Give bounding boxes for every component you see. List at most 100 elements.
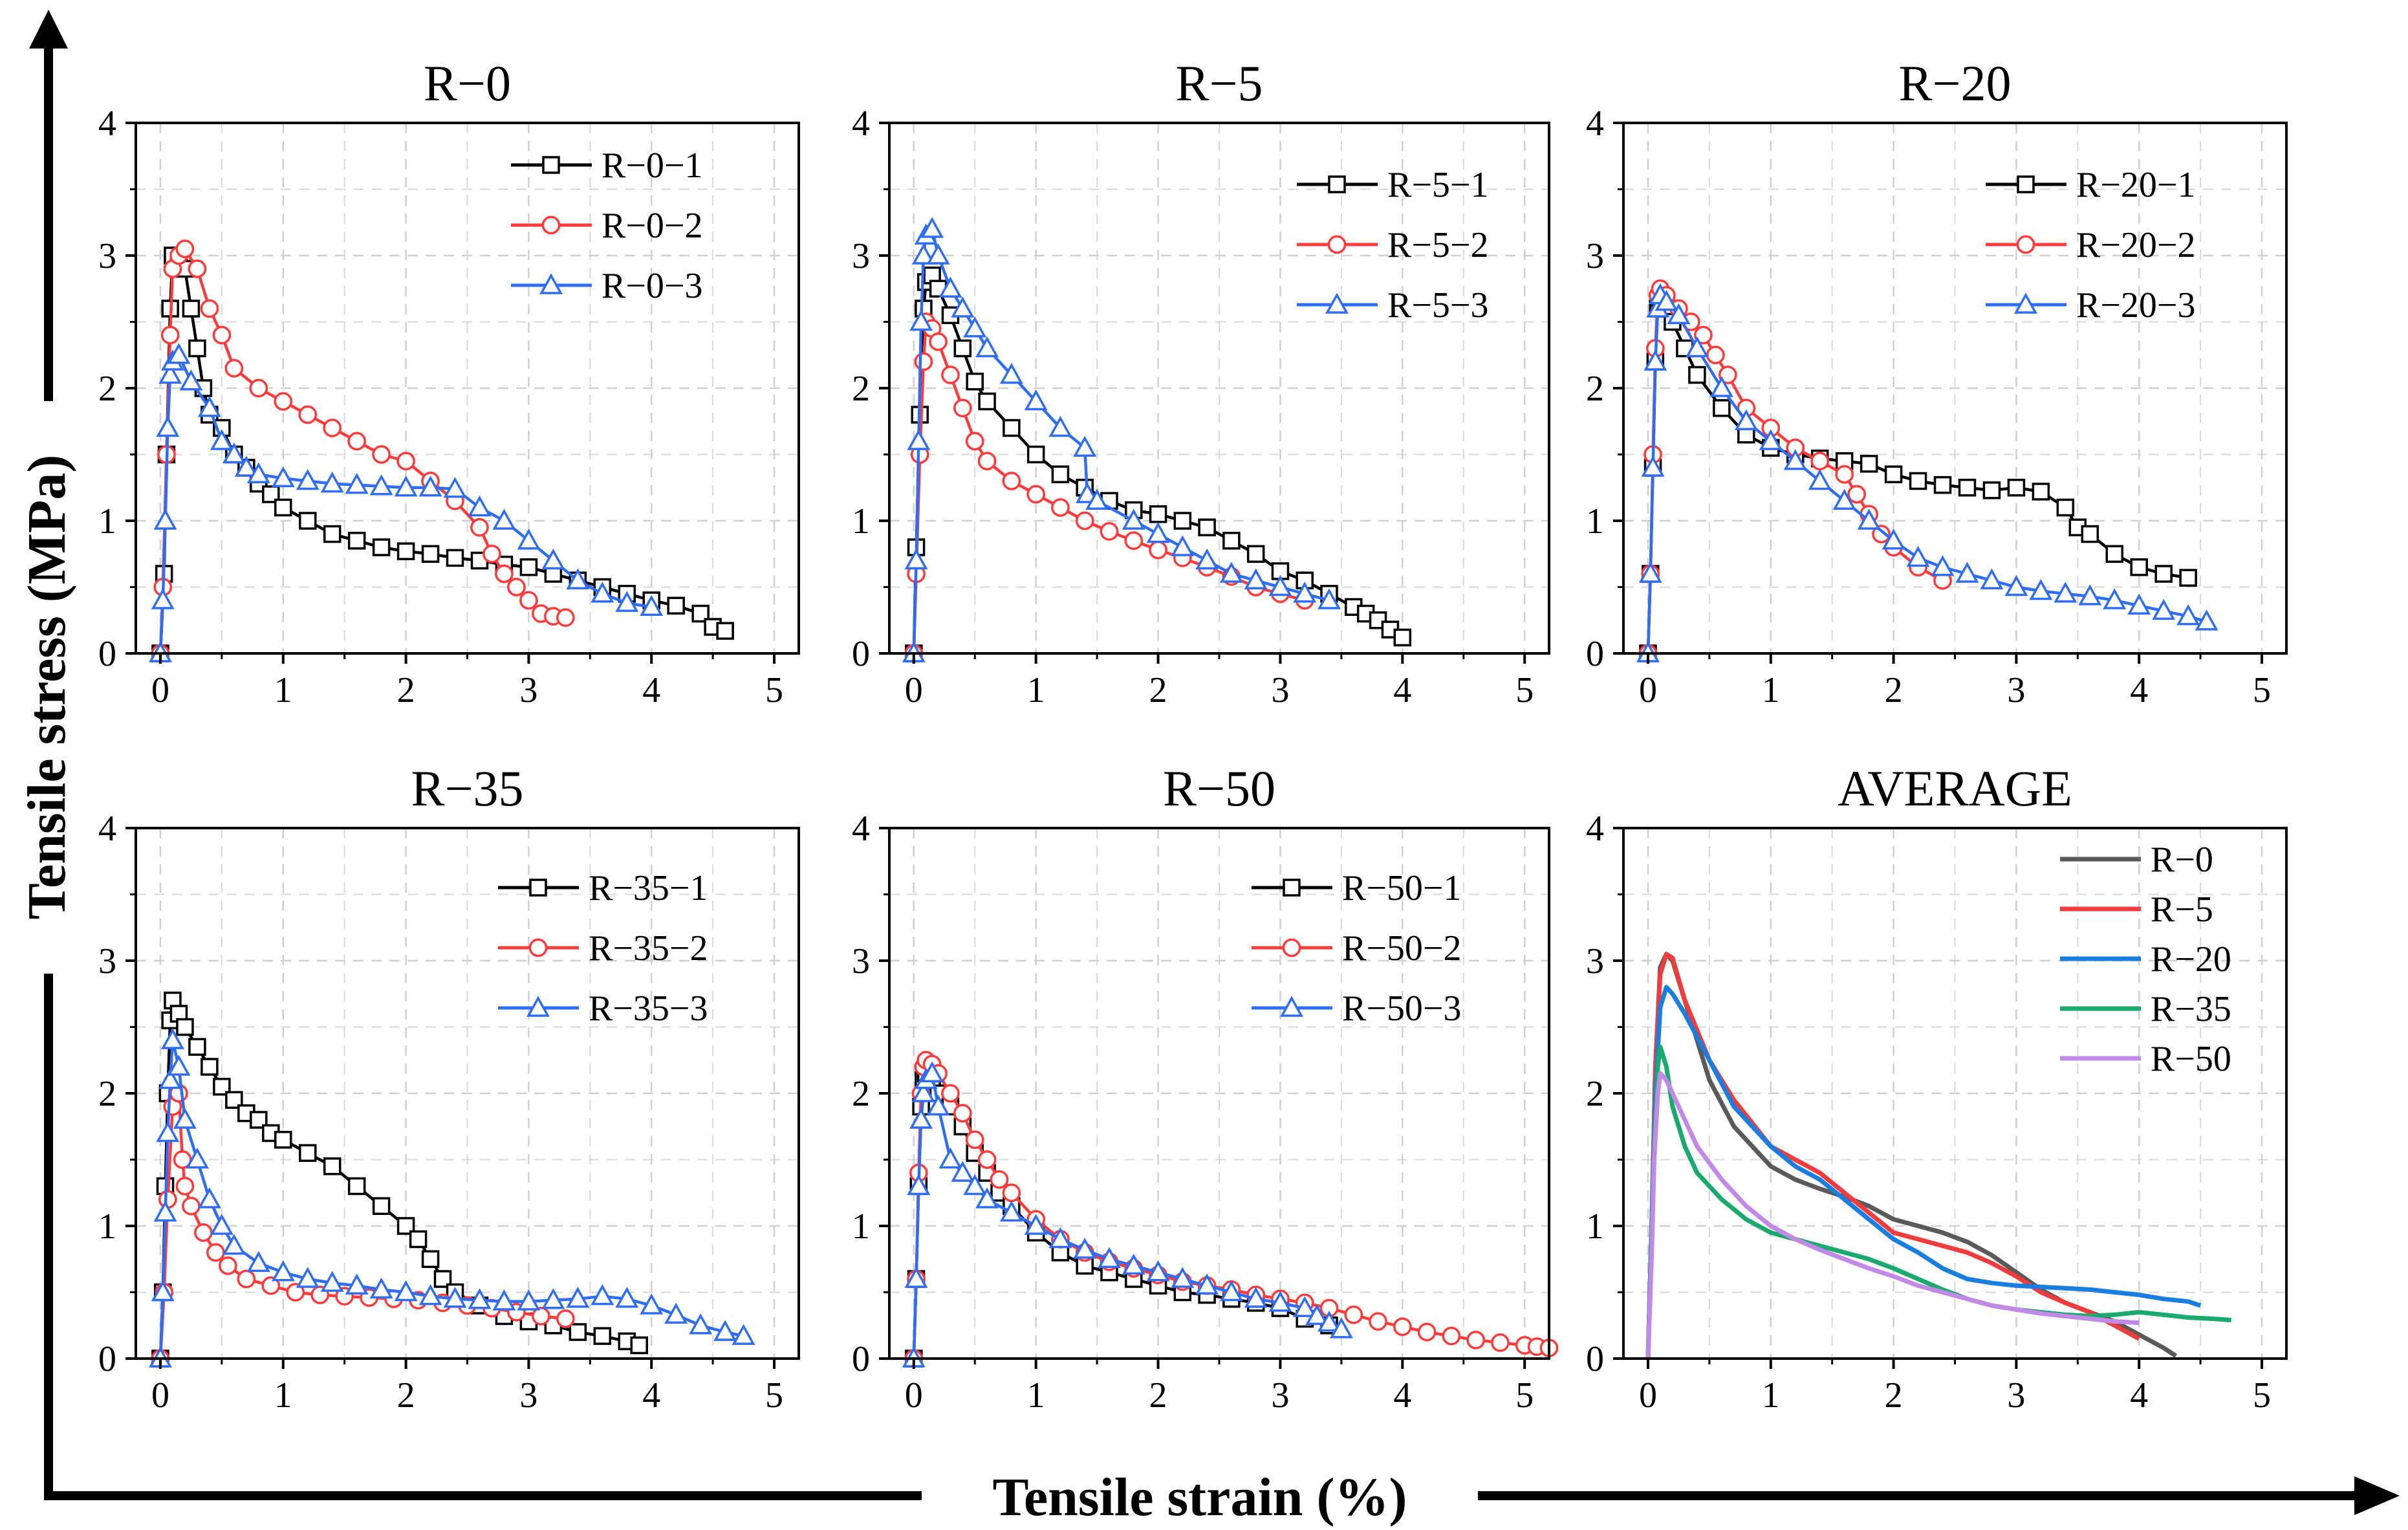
series-3: [148, 1028, 755, 1368]
data-point: [296, 468, 320, 490]
data-point: [470, 518, 489, 537]
legend-marker: [2014, 292, 2037, 314]
data-point: [274, 392, 293, 411]
data-point: [156, 1120, 180, 1142]
data-point: [1002, 1183, 1021, 1203]
data-point: [951, 296, 975, 318]
x-tick-label: 2: [1885, 670, 1903, 710]
data-point: [920, 1061, 944, 1082]
data-point: [250, 1111, 268, 1129]
axis-ticks: 0 1 2 3 4 5 0 1 2 3 4: [852, 104, 1534, 710]
legend: R−50−1 R−50−2 R−50−3: [1252, 868, 1462, 1029]
figure-axes: Tensile stress (MPa) Tensile strain (%): [17, 10, 2400, 1527]
y-tick-label: 3: [852, 941, 870, 981]
data-point: [1003, 419, 1021, 437]
series-3: [1645, 985, 2202, 1359]
data-point: [345, 473, 369, 494]
data-point: [929, 279, 948, 298]
legend: R−0−1 R−0−2 R−0−3: [511, 146, 703, 306]
data-point: [369, 1277, 393, 1299]
y-tick-label: 0: [98, 634, 116, 674]
data-point: [914, 352, 933, 371]
data-point: [941, 1084, 960, 1103]
data-point: [1344, 1306, 1363, 1324]
data-point: [640, 1293, 664, 1315]
data-point: [977, 452, 997, 471]
y-tick-label: 2: [852, 369, 870, 409]
data-point: [1305, 1304, 1329, 1326]
legend-item: R−35: [2060, 989, 2231, 1029]
data-point: [1098, 1247, 1121, 1268]
data-point: [421, 545, 440, 563]
y-tick-label: 2: [852, 1074, 870, 1114]
chart-title: R−35: [411, 760, 523, 816]
data-point: [630, 1336, 648, 1355]
data-point: [206, 1243, 225, 1262]
x-tick-label: 0: [1639, 1375, 1657, 1415]
data-point: [185, 1147, 209, 1169]
x-tick-label: 2: [1149, 670, 1167, 710]
y-tick-label: 0: [852, 1339, 870, 1379]
x-tick-label: 0: [905, 1375, 923, 1415]
data-point: [2032, 483, 2050, 501]
series-2: [1645, 952, 2140, 1359]
data-point: [1980, 568, 2004, 589]
series-1: [1645, 952, 2178, 1359]
x-tick-label: 0: [905, 670, 923, 710]
data-point: [347, 432, 367, 451]
legend-item: R−5−2: [1297, 225, 1489, 265]
legend-marker: [1280, 996, 1303, 1017]
data-point: [1847, 485, 1866, 504]
legend-marker: [2016, 235, 2035, 254]
data-point: [246, 462, 270, 483]
data-point: [1026, 445, 1045, 464]
legend-item: R−0−1: [511, 146, 703, 186]
series-2: [151, 239, 575, 663]
data-point: [1146, 1260, 1170, 1282]
data-point: [1835, 464, 1854, 484]
data-point: [556, 608, 575, 628]
legend-item: R−50−2: [1252, 928, 1462, 968]
data-point: [2195, 609, 2218, 631]
data-point: [926, 1094, 950, 1116]
x-tick-label: 1: [1027, 670, 1045, 710]
data-point: [541, 548, 565, 570]
data-point: [1783, 449, 1807, 470]
x-tick-label: 5: [1515, 1375, 1534, 1415]
data-point: [176, 1018, 194, 1036]
legend-marker: [526, 996, 550, 1017]
data-point: [249, 378, 268, 398]
legend-label: R−35−2: [589, 928, 708, 968]
series-line: [1645, 952, 2178, 1359]
data-point: [1024, 389, 1048, 411]
data-point: [1808, 468, 1832, 490]
data-point: [1246, 545, 1265, 563]
data-point: [347, 532, 366, 550]
x-tick-label: 2: [1885, 1375, 1903, 1415]
data-point: [1244, 1287, 1268, 1308]
axis-ticks: 0 1 2 3 4 5 0 1 2 3 4: [98, 104, 783, 710]
legend-marker: [1328, 175, 1346, 193]
x-tick-label: 4: [1393, 670, 1411, 710]
legend-label: R−0−1: [602, 146, 703, 186]
data-point: [151, 1280, 175, 1302]
chart-title: R−20: [1898, 55, 2011, 111]
data-point: [298, 512, 317, 530]
data-point: [963, 316, 987, 338]
x-tick-label: 4: [1393, 1375, 1411, 1415]
data-point: [1872, 525, 1891, 543]
series-1: [151, 991, 648, 1368]
legend-label: R−20−2: [2076, 225, 2196, 265]
legend-marker: [2017, 175, 2035, 193]
data-point: [219, 1256, 237, 1275]
x-tick-label: 3: [1271, 670, 1289, 710]
x-tick-label: 1: [1762, 1375, 1780, 1415]
data-point: [1982, 481, 2001, 499]
y-tick-label: 3: [98, 236, 116, 276]
series-line: [1646, 294, 2207, 654]
data-point: [1417, 1322, 1437, 1342]
data-point: [1124, 531, 1144, 551]
legend-label: R−50−2: [1342, 928, 1462, 968]
data-point: [212, 325, 232, 345]
